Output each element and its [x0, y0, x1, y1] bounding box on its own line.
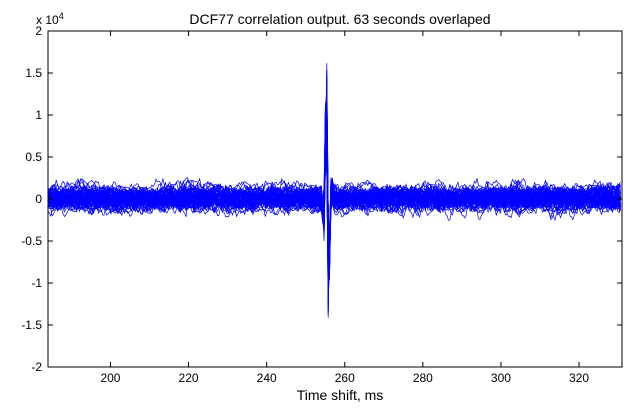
chart-title: DCF77 correlation output. 63 seconds ove…: [189, 11, 490, 27]
y-tick-label: 1.5: [25, 66, 42, 80]
axes: 200 220 240 260 280 300 320 2 1.5 1 0.5 0 -0.5 -1 -1.5…: [21, 24, 623, 385]
y-tick-label: 0: [35, 192, 42, 206]
series-line: [48, 94, 621, 262]
x-tick-label: 300: [491, 371, 511, 385]
series-line: [48, 108, 621, 310]
x-tick-label: 240: [257, 371, 277, 385]
y-tick-label: 1: [35, 108, 42, 122]
x-tick-label: 220: [179, 371, 199, 385]
y-tick-label: 2: [35, 24, 42, 38]
series-line: [48, 115, 621, 248]
x-tick-label: 200: [100, 371, 120, 385]
plot-area: [48, 63, 621, 318]
x-axis-label: Time shift, ms: [297, 387, 384, 403]
y-multiplier-exponent: 4: [59, 11, 64, 21]
traces: [48, 63, 621, 318]
y-tick-label: -1.5: [21, 318, 42, 332]
x-tick-label: 280: [413, 371, 433, 385]
y-tick-label: -2: [31, 360, 42, 374]
series-line: [48, 78, 621, 273]
series-line: [48, 123, 621, 277]
y-tick-label: -0.5: [21, 234, 42, 248]
x-tick-label: 320: [569, 371, 589, 385]
x-tick-label: 260: [335, 371, 355, 385]
y-multiplier-base: x 10: [36, 13, 59, 27]
series-line: [48, 81, 621, 273]
y-axis-multiplier: x 104: [36, 11, 64, 27]
y-tick-label: -1: [31, 276, 42, 290]
series-line: [48, 138, 621, 277]
series-line: [48, 101, 621, 257]
y-tick-label: 0.5: [25, 150, 42, 164]
